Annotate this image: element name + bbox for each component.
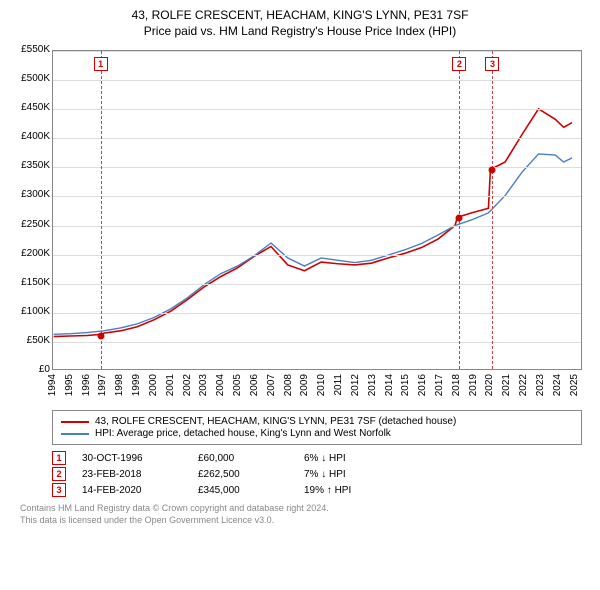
sale-marker-box: 3 xyxy=(52,483,66,497)
x-axis-label: 2022 xyxy=(518,374,529,396)
sale-date: 30-OCT-1996 xyxy=(82,453,182,464)
sale-diff: 7% ↓ HPI xyxy=(304,469,404,480)
sale-diff: 19% ↑ HPI xyxy=(304,485,404,496)
y-axis-label: £0 xyxy=(10,364,50,375)
plot-region: 1 2 3 xyxy=(52,50,582,370)
x-axis-label: 2025 xyxy=(569,374,580,396)
x-axis-label: 2011 xyxy=(333,374,344,396)
x-axis-label: 2007 xyxy=(266,374,277,396)
sale-dot xyxy=(489,167,496,174)
legend-item: HPI: Average price, detached house, King… xyxy=(61,428,573,439)
x-axis-label: 1998 xyxy=(114,374,125,396)
title-block: 43, ROLFE CRESCENT, HEACHAM, KING'S LYNN… xyxy=(10,8,590,38)
chart-area: 1 2 3 £0 £50K £100K £150K £200K £250K £300K £350K… xyxy=(10,46,590,406)
legend-item: 43, ROLFE CRESCENT, HEACHAM, KING'S LYNN… xyxy=(61,416,573,427)
sale-marker-box: 3 xyxy=(485,57,499,71)
y-axis-label: £150K xyxy=(10,277,50,288)
x-axis-label: 2015 xyxy=(400,374,411,396)
sale-dot xyxy=(97,333,104,340)
x-axis-label: 2002 xyxy=(182,374,193,396)
table-row: 1 30-OCT-1996 £60,000 6% ↓ HPI xyxy=(52,451,582,465)
x-axis-label: 1996 xyxy=(81,374,92,396)
sale-vline xyxy=(459,51,460,369)
y-axis-label: £50K xyxy=(10,335,50,346)
footer-line-1: Contains HM Land Registry data © Crown c… xyxy=(20,503,590,515)
sale-price: £345,000 xyxy=(198,485,288,496)
series-hpi xyxy=(54,154,572,334)
x-axis-label: 2017 xyxy=(434,374,445,396)
x-axis-label: 2000 xyxy=(148,374,159,396)
sales-table: 1 30-OCT-1996 £60,000 6% ↓ HPI 2 23-FEB-… xyxy=(52,451,582,497)
x-axis-label: 2012 xyxy=(350,374,361,396)
x-axis-label: 2003 xyxy=(198,374,209,396)
x-axis-label: 2020 xyxy=(484,374,495,396)
sale-marker-box: 1 xyxy=(94,57,108,71)
x-axis-label: 2019 xyxy=(468,374,479,396)
x-axis-label: 1999 xyxy=(131,374,142,396)
x-axis-label: 2006 xyxy=(249,374,260,396)
legend-swatch xyxy=(61,421,89,423)
x-axis-label: 2014 xyxy=(384,374,395,396)
title-line-1: 43, ROLFE CRESCENT, HEACHAM, KING'S LYNN… xyxy=(10,8,590,22)
x-axis-label: 2008 xyxy=(283,374,294,396)
x-axis-label: 1994 xyxy=(47,374,58,396)
chart-lines xyxy=(53,51,581,369)
legend-label: 43, ROLFE CRESCENT, HEACHAM, KING'S LYNN… xyxy=(95,416,456,427)
x-axis-label: 2018 xyxy=(451,374,462,396)
chart-container: 43, ROLFE CRESCENT, HEACHAM, KING'S LYNN… xyxy=(0,0,600,532)
y-axis-label: £250K xyxy=(10,219,50,230)
series-price_paid xyxy=(54,109,572,337)
sale-date: 14-FEB-2020 xyxy=(82,485,182,496)
footer: Contains HM Land Registry data © Crown c… xyxy=(20,503,590,526)
y-axis-label: £200K xyxy=(10,248,50,259)
x-axis-label: 2004 xyxy=(215,374,226,396)
y-axis-label: £450K xyxy=(10,102,50,113)
x-axis-label: 2021 xyxy=(501,374,512,396)
sale-marker-box: 2 xyxy=(452,57,466,71)
x-axis-label: 2024 xyxy=(552,374,563,396)
y-axis-label: £300K xyxy=(10,189,50,200)
x-axis-label: 2001 xyxy=(165,374,176,396)
sale-diff: 6% ↓ HPI xyxy=(304,453,404,464)
sale-date: 23-FEB-2018 xyxy=(82,469,182,480)
sale-marker-box: 1 xyxy=(52,451,66,465)
x-axis-label: 1997 xyxy=(97,374,108,396)
sale-dot xyxy=(456,215,463,222)
x-axis-label: 2009 xyxy=(299,374,310,396)
table-row: 2 23-FEB-2018 £262,500 7% ↓ HPI xyxy=(52,467,582,481)
legend-swatch xyxy=(61,433,89,435)
legend-label: HPI: Average price, detached house, King… xyxy=(95,428,391,439)
x-axis-label: 2013 xyxy=(367,374,378,396)
x-axis-label: 1995 xyxy=(64,374,75,396)
sale-marker-box: 2 xyxy=(52,467,66,481)
x-axis-label: 2016 xyxy=(417,374,428,396)
sale-vline xyxy=(101,51,102,369)
x-axis-label: 2010 xyxy=(316,374,327,396)
sale-price: £60,000 xyxy=(198,453,288,464)
y-axis-label: £100K xyxy=(10,306,50,317)
sale-vline xyxy=(492,51,493,369)
table-row: 3 14-FEB-2020 £345,000 19% ↑ HPI xyxy=(52,483,582,497)
title-line-2: Price paid vs. HM Land Registry's House … xyxy=(10,24,590,38)
x-axis-label: 2023 xyxy=(535,374,546,396)
y-axis-label: £400K xyxy=(10,131,50,142)
y-axis-label: £550K xyxy=(10,44,50,55)
y-axis-label: £500K xyxy=(10,73,50,84)
y-axis-label: £350K xyxy=(10,160,50,171)
legend: 43, ROLFE CRESCENT, HEACHAM, KING'S LYNN… xyxy=(52,410,582,445)
footer-line-2: This data is licensed under the Open Gov… xyxy=(20,515,590,527)
x-axis-label: 2005 xyxy=(232,374,243,396)
sale-price: £262,500 xyxy=(198,469,288,480)
